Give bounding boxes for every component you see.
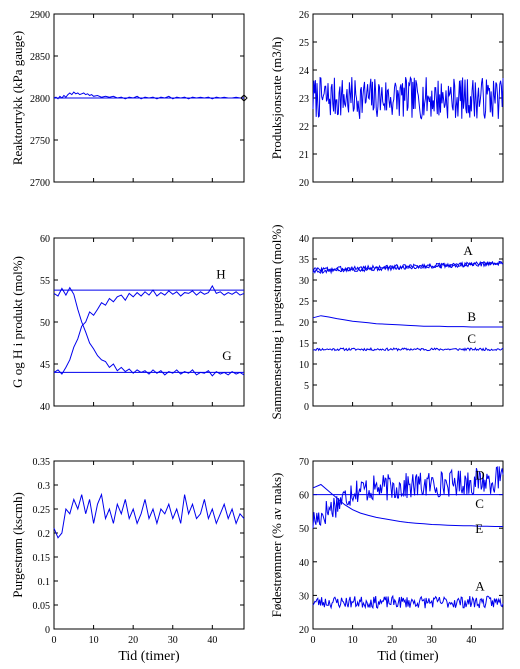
chart-4-annotation: A <box>463 243 473 258</box>
chart-3-ytick-label: 60 <box>40 234 50 245</box>
chart-5-ytick-label: 0.35 <box>33 457 51 468</box>
chart-1-ytick-label: 2900 <box>30 10 50 21</box>
chart-3-ytick-label: 55 <box>40 276 50 287</box>
chart-5-ytick-label: 0.2 <box>38 529 51 540</box>
chart-4-ytick-label: 15 <box>299 339 309 350</box>
chart-4-ytick-label: 20 <box>299 318 309 329</box>
chart-5-ylabel: Purgestrøm (kscmh) <box>10 492 25 598</box>
chart-6-xtick-label: 20 <box>387 635 397 646</box>
chart-6-series-4 <box>312 594 504 610</box>
chart-3-ytick-label: 40 <box>40 402 50 413</box>
chart-5-ytick-label: 0.05 <box>33 601 51 612</box>
chart-5-xtick-label: 30 <box>168 635 178 646</box>
chart-5-xtick-label: 10 <box>89 635 99 646</box>
chart-6-xtick-label: 0 <box>311 635 316 646</box>
x-axis-label-bottom-left: Tid (timer) <box>118 649 180 664</box>
chart-3-series-3 <box>53 286 245 377</box>
chart-6-annotation: A <box>475 578 485 593</box>
chart-2-series-1 <box>312 76 504 120</box>
chart-4-ytick-label: 0 <box>304 402 309 413</box>
chart-4-annotation: B <box>467 309 476 324</box>
chart-6-ylabel: Fødestrømmer (% av maks) <box>269 473 284 618</box>
chart-4-ytick-label: 10 <box>299 360 309 371</box>
chart-4-ytick-label: 30 <box>299 276 309 287</box>
chart-4-series-2 <box>312 260 504 275</box>
chart-5-ytick-label: 0.1 <box>38 577 51 588</box>
chart-4-series-3 <box>312 315 503 328</box>
chart-5-frame <box>53 460 245 630</box>
chart-6-annotation: D <box>475 467 484 482</box>
chart-3-ylabel: G og H i produkt (mol%) <box>10 256 25 388</box>
chart-6-annotation: E <box>475 521 483 536</box>
chart-5-xtick-label: 20 <box>128 635 138 646</box>
chart-6-ytick-label: 30 <box>299 591 309 602</box>
chart-2-ytick-label: 24 <box>299 66 309 77</box>
chart-4-ytick-label: 40 <box>299 234 309 245</box>
chart-3-ytick-label: 50 <box>40 318 50 329</box>
chart-6-xtick-label: 30 <box>427 635 437 646</box>
chart-2-ytick-label: 23 <box>299 94 309 105</box>
chart-1-ytick-label: 2800 <box>30 94 50 105</box>
chart-3-annotation: G <box>222 348 231 363</box>
chart-5-series-1 <box>53 492 245 539</box>
chart-2-ylabel: Produksjonsrate (m3/h) <box>269 37 284 159</box>
x-axis-label-bottom-right: Tid (timer) <box>377 649 439 664</box>
chart-1-ytick-label: 2700 <box>30 178 50 189</box>
chart-3-frame <box>53 237 245 407</box>
chart-5-xtick-label: 40 <box>207 635 217 646</box>
chart-2-ytick-label: 25 <box>299 38 309 49</box>
chart-4-ytick-label: 25 <box>299 297 309 308</box>
chart-2-ytick-label: 22 <box>299 122 309 133</box>
chart-6-ytick-label: 20 <box>299 625 309 636</box>
chart-1-ytick-label: 2750 <box>30 136 50 147</box>
chart-1-ylabel: Reaktortrykk (kPa gauge) <box>10 31 25 165</box>
chart-6-xtick-label: 10 <box>348 635 358 646</box>
chart-5-ytick-label: 0 <box>45 625 50 636</box>
chart-6-ytick-label: 70 <box>299 457 309 468</box>
chart-5-ytick-label: 0.25 <box>33 505 51 516</box>
chart-6-xtick-label: 40 <box>466 635 476 646</box>
chart-1-ytick-label: 2850 <box>30 52 50 63</box>
chart-4-ytick-label: 35 <box>299 255 309 266</box>
chart-6-ytick-label: 60 <box>299 491 309 502</box>
chart-2-ytick-label: 21 <box>299 150 309 161</box>
chart-6-ytick-label: 50 <box>299 524 309 535</box>
chart-1-endpoint-marker <box>240 94 248 102</box>
chart-4-ytick-label: 5 <box>304 381 309 392</box>
chart-3-ytick-label: 45 <box>40 360 50 371</box>
chart-6-annotation: C <box>475 496 484 511</box>
chart-4-ylabel: Sammensetning i purgestrøm (mol%) <box>269 224 284 419</box>
chart-6-frame <box>312 460 504 630</box>
chart-6-ytick-label: 40 <box>299 558 309 569</box>
chart-5-xtick-label: 0 <box>52 635 57 646</box>
chart-2-ytick-label: 20 <box>299 178 309 189</box>
chart-2-ytick-label: 26 <box>299 10 309 21</box>
chart-6-series-2 <box>312 466 504 529</box>
chart-6-series-3 <box>312 483 503 527</box>
chart-3-series-4 <box>53 284 245 375</box>
chart-4-series-4 <box>312 346 504 352</box>
chart-4-annotation: C <box>467 331 476 346</box>
chart-5-ytick-label: 0.3 <box>38 481 51 492</box>
chart-5-ytick-label: 0.15 <box>33 553 51 564</box>
chart-3-annotation: H <box>216 266 225 281</box>
